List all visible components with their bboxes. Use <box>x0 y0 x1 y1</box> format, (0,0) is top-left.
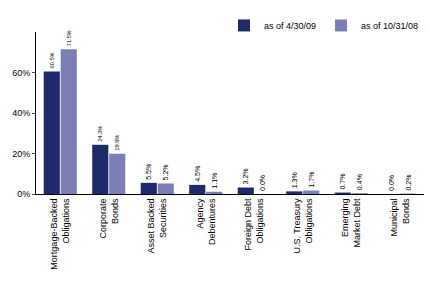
svg-text:Asset BackedSecurities: Asset BackedSecurities <box>146 198 168 254</box>
svg-text:0.7%: 0.7% <box>339 173 346 190</box>
svg-text:19.9%: 19.9% <box>114 135 120 151</box>
svg-text:4.5%: 4.5% <box>194 165 201 182</box>
svg-text:1.7%: 1.7% <box>308 171 315 188</box>
svg-text:0.2%: 0.2% <box>405 174 412 191</box>
svg-text:71.5%: 71.5% <box>66 30 72 46</box>
svg-text:5.2%: 5.2% <box>162 164 169 181</box>
svg-text:0.0%: 0.0% <box>259 174 266 191</box>
svg-text:AgencyDebentures: AgencyDebentures <box>195 198 217 245</box>
svg-text:Mortgage-BackedObligations: Mortgage-BackedObligations <box>49 198 71 270</box>
svg-text:24.3%: 24.3% <box>97 126 103 142</box>
svg-text:MunicipalBonds: MunicipalBonds <box>389 198 411 237</box>
svg-text:CorporateBonds: CorporateBonds <box>98 198 120 239</box>
svg-text:1.1%: 1.1% <box>211 172 218 189</box>
svg-text:0%: 0% <box>17 189 30 199</box>
svg-text:5.5%: 5.5% <box>145 163 152 180</box>
svg-text:1.3%: 1.3% <box>291 172 298 189</box>
svg-text:EmergingMarket Debt: EmergingMarket Debt <box>340 198 362 248</box>
svg-text:40%: 40% <box>12 108 30 118</box>
svg-text:Foreign DebtObligations: Foreign DebtObligations <box>243 198 265 251</box>
svg-text:as of 4/30/09: as of 4/30/09 <box>264 21 316 31</box>
svg-text:60.5%: 60.5% <box>49 52 55 68</box>
svg-text:0.4%: 0.4% <box>356 173 363 190</box>
svg-text:as of 10/31/08: as of 10/31/08 <box>361 21 418 31</box>
svg-text:U.S. TreasuryObligations: U.S. TreasuryObligations <box>292 198 314 254</box>
svg-text:3.2%: 3.2% <box>242 168 249 185</box>
svg-text:20%: 20% <box>12 149 30 159</box>
svg-text:0.0%: 0.0% <box>388 174 395 191</box>
svg-text:60%: 60% <box>12 68 30 78</box>
